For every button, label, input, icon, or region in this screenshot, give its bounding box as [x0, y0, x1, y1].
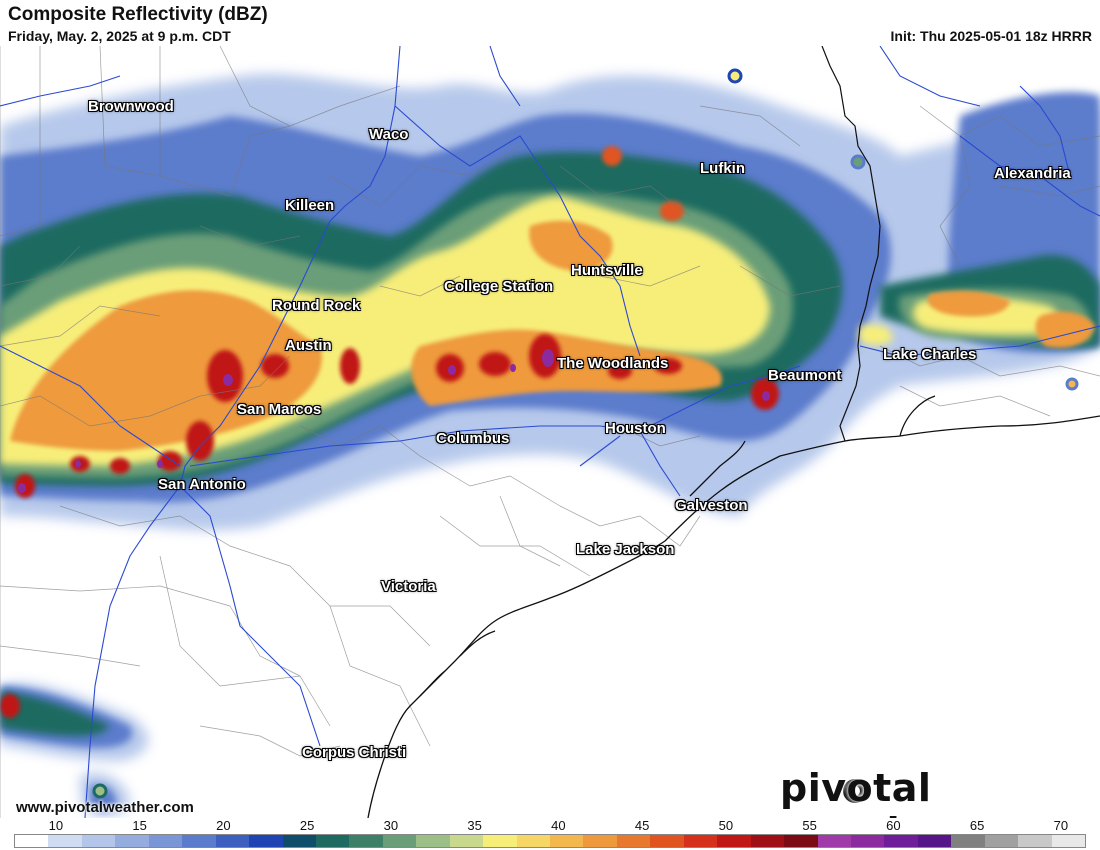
city-label: Austin — [285, 337, 332, 354]
init-time: Init: Thu 2025-05-01 18z HRRR — [890, 28, 1093, 44]
gear-icon — [843, 779, 867, 803]
legend-tick-label: 10 — [48, 818, 64, 833]
city-label: Huntsville — [571, 262, 643, 279]
valid-time: Friday, May. 2, 2025 at 9 p.m. CDT — [8, 28, 231, 44]
city-label: Columbus — [436, 430, 510, 447]
city-label: Beaumont — [768, 367, 842, 384]
legend-swatch — [616, 835, 651, 847]
legend-swatch — [817, 835, 851, 847]
legend-swatch — [449, 835, 484, 847]
city-label: Houston — [605, 420, 666, 437]
city-label: Killeen — [285, 197, 335, 214]
legend-swatch — [382, 835, 417, 847]
legend-swatch — [750, 835, 785, 847]
county-lines — [0, 46, 1100, 818]
city-label: Corpus Christi — [302, 744, 407, 761]
legend-tick-label: 20 — [216, 818, 231, 833]
city-label: Lake Charles — [883, 346, 977, 363]
city-label: College Station — [444, 278, 554, 295]
legend-swatch — [516, 835, 550, 847]
legend-swatch — [115, 835, 149, 847]
legend-swatch — [884, 835, 918, 847]
legend-tick-label: 45 — [634, 818, 650, 833]
pivotal-weather-logo: pivotal weather — [780, 766, 959, 818]
legend-swatch — [483, 835, 517, 847]
city-label: Lufkin — [700, 160, 745, 177]
legend-tick-label: 25 — [299, 818, 315, 833]
city-label: Waco — [369, 126, 409, 143]
precip-orange-layer — [10, 220, 1095, 451]
city-label: The Woodlands — [557, 355, 669, 372]
city-label: Alexandria — [994, 165, 1071, 182]
legend-ticks: 10 15 20 25 30 35 40 45 50 55 60 65 70 — [14, 818, 1086, 833]
legend-swatch — [583, 835, 617, 847]
city-label: Round Rock — [272, 297, 361, 314]
legend-swatch — [15, 835, 49, 847]
coastline — [367, 395, 1100, 818]
legend-swatch — [784, 835, 818, 847]
radar-map[interactable]: Brownwood Waco Lufkin Alexandria Killeen… — [0, 46, 1100, 818]
legend-swatch — [48, 835, 82, 847]
precip-purple-cores — [18, 349, 770, 493]
city-label: San Marcos — [237, 401, 322, 418]
legend-swatch — [148, 835, 183, 847]
legend-swatch — [850, 835, 885, 847]
legend-tick-label: 65 — [969, 818, 985, 833]
legend-tick-label: 55 — [802, 818, 817, 833]
legend-color-bar — [14, 834, 1086, 848]
state-border — [821, 46, 881, 442]
legend-swatch — [315, 835, 350, 847]
rivers — [0, 46, 1100, 818]
website-url[interactable]: www.pivotalweather.com — [16, 799, 194, 816]
legend-tick-label: 60 — [886, 818, 901, 833]
legend-swatch — [349, 835, 383, 847]
legend-tick-label: 15 — [132, 818, 147, 833]
city-label: Brownwood — [88, 98, 174, 115]
legend-tick-label: 40 — [551, 818, 566, 833]
legend-swatch — [717, 835, 751, 847]
radar-map-svg — [0, 46, 1100, 818]
legend-tick-label: 70 — [1053, 818, 1069, 833]
legend-swatch — [917, 835, 952, 847]
legend-tick-label: 50 — [718, 818, 734, 833]
legend-swatch — [1051, 835, 1085, 847]
city-label: San Antonio — [158, 476, 246, 493]
city-label: Victoria — [381, 578, 436, 595]
city-label: Galveston — [675, 497, 748, 514]
legend-swatch — [215, 835, 250, 847]
precip-isolated-cells — [92, 68, 1079, 799]
map-title: Composite Reflectivity (dBZ) — [8, 4, 268, 25]
legend-swatch — [683, 835, 718, 847]
legend-swatch — [984, 835, 1019, 847]
legend-swatch — [416, 835, 450, 847]
legend-tick-label: 35 — [467, 818, 482, 833]
legend-swatch — [282, 835, 316, 847]
legend-swatch — [249, 835, 283, 847]
legend-swatch — [650, 835, 684, 847]
dbz-legend: 10 15 20 25 30 35 40 45 50 55 60 65 70 — [14, 818, 1086, 850]
legend-swatch — [550, 835, 584, 847]
city-label: Lake Jackson — [576, 541, 675, 558]
legend-swatch — [182, 835, 216, 847]
legend-swatch — [81, 835, 116, 847]
legend-tick-label: 30 — [383, 818, 399, 833]
legend-swatch — [1018, 835, 1052, 847]
legend-swatch — [951, 835, 985, 847]
